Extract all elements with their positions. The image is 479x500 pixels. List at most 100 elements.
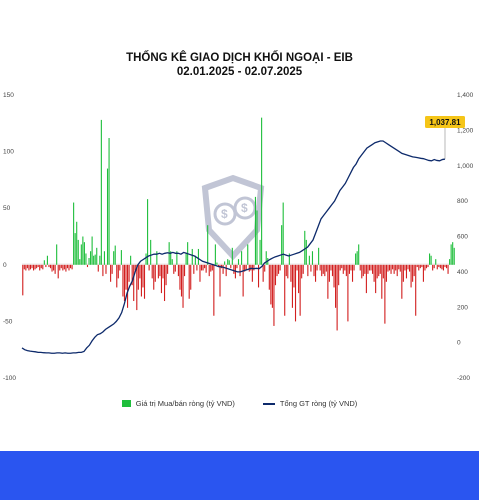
bar [196, 264, 198, 271]
bar [114, 245, 116, 265]
bar [156, 251, 158, 265]
bar [213, 264, 215, 316]
bar [436, 264, 438, 270]
bar [26, 264, 28, 269]
bar [82, 236, 84, 265]
bar [200, 264, 203, 271]
bar [421, 264, 423, 268]
bar [395, 264, 397, 271]
bar [102, 264, 104, 277]
bar [111, 264, 113, 274]
bar [338, 264, 340, 286]
bar [271, 264, 273, 308]
bar [210, 264, 212, 272]
legend-line-label: Tổng GT ròng (tỷ VND) [279, 399, 358, 408]
bar [361, 264, 363, 279]
bar [96, 247, 98, 265]
bar [23, 264, 25, 270]
left-tick-label: 0 [3, 262, 7, 269]
bar [100, 119, 102, 265]
bar [296, 264, 298, 271]
bar [160, 264, 163, 294]
bar [176, 251, 178, 265]
bar [185, 253, 187, 265]
bar [83, 242, 85, 265]
bar [110, 264, 112, 282]
bar [367, 264, 369, 274]
left-axis: -100 -50 0 50 100 150 [3, 92, 16, 382]
bar [254, 196, 257, 265]
bar [231, 247, 233, 265]
bar [54, 264, 56, 274]
bar [51, 264, 53, 272]
bar [34, 264, 36, 270]
bar [236, 264, 238, 269]
bar [438, 264, 440, 268]
bar [49, 264, 52, 269]
bar [105, 264, 107, 274]
bar [68, 264, 70, 271]
bar [173, 264, 175, 274]
bar [25, 264, 27, 271]
bar [407, 264, 409, 270]
bar [130, 255, 132, 265]
bar [99, 255, 101, 265]
bar [276, 264, 278, 277]
bar [416, 264, 418, 268]
bar [208, 264, 210, 277]
bar [174, 264, 176, 272]
bar [248, 264, 250, 272]
bar [245, 264, 247, 271]
bar [113, 251, 115, 265]
bar [398, 264, 400, 270]
bar [73, 202, 75, 265]
bar [381, 264, 383, 299]
bar [91, 236, 93, 265]
right-tick-label: 1,200 [457, 127, 474, 134]
bar [302, 264, 304, 274]
bar [137, 264, 139, 290]
bar [429, 253, 431, 265]
bar [314, 264, 317, 282]
bar [205, 264, 207, 273]
bar [94, 254, 96, 265]
bar [368, 264, 371, 271]
bar [335, 264, 337, 308]
bar [214, 244, 216, 265]
bar [290, 264, 292, 282]
bar [171, 259, 173, 265]
bar [74, 233, 76, 265]
bar [365, 264, 367, 294]
bar [404, 264, 406, 271]
legend-item-line: Tổng GT ròng (tỷ VND) [262, 399, 358, 408]
bar [127, 264, 129, 308]
bar [304, 230, 306, 265]
bar [445, 264, 448, 269]
bar [265, 251, 267, 265]
bar [378, 264, 380, 277]
bar [348, 264, 350, 274]
bar [222, 264, 224, 274]
bar [122, 264, 124, 297]
last-value-callout: 1,037.81 [425, 116, 465, 160]
bar [31, 264, 33, 269]
bar [180, 264, 183, 297]
bar [261, 117, 263, 265]
bar [85, 253, 87, 265]
bar [318, 247, 320, 265]
bar [452, 242, 454, 265]
bar [410, 264, 412, 288]
callout-label: 1,037.81 [429, 118, 461, 127]
bar [37, 264, 39, 268]
callout-box [425, 116, 465, 129]
bar [362, 264, 364, 277]
bar [281, 225, 283, 265]
bar [264, 264, 266, 272]
bar [299, 264, 301, 316]
bar [56, 244, 58, 265]
bar [449, 259, 451, 265]
bar [40, 264, 42, 269]
bar [444, 264, 446, 268]
bar [301, 264, 303, 279]
